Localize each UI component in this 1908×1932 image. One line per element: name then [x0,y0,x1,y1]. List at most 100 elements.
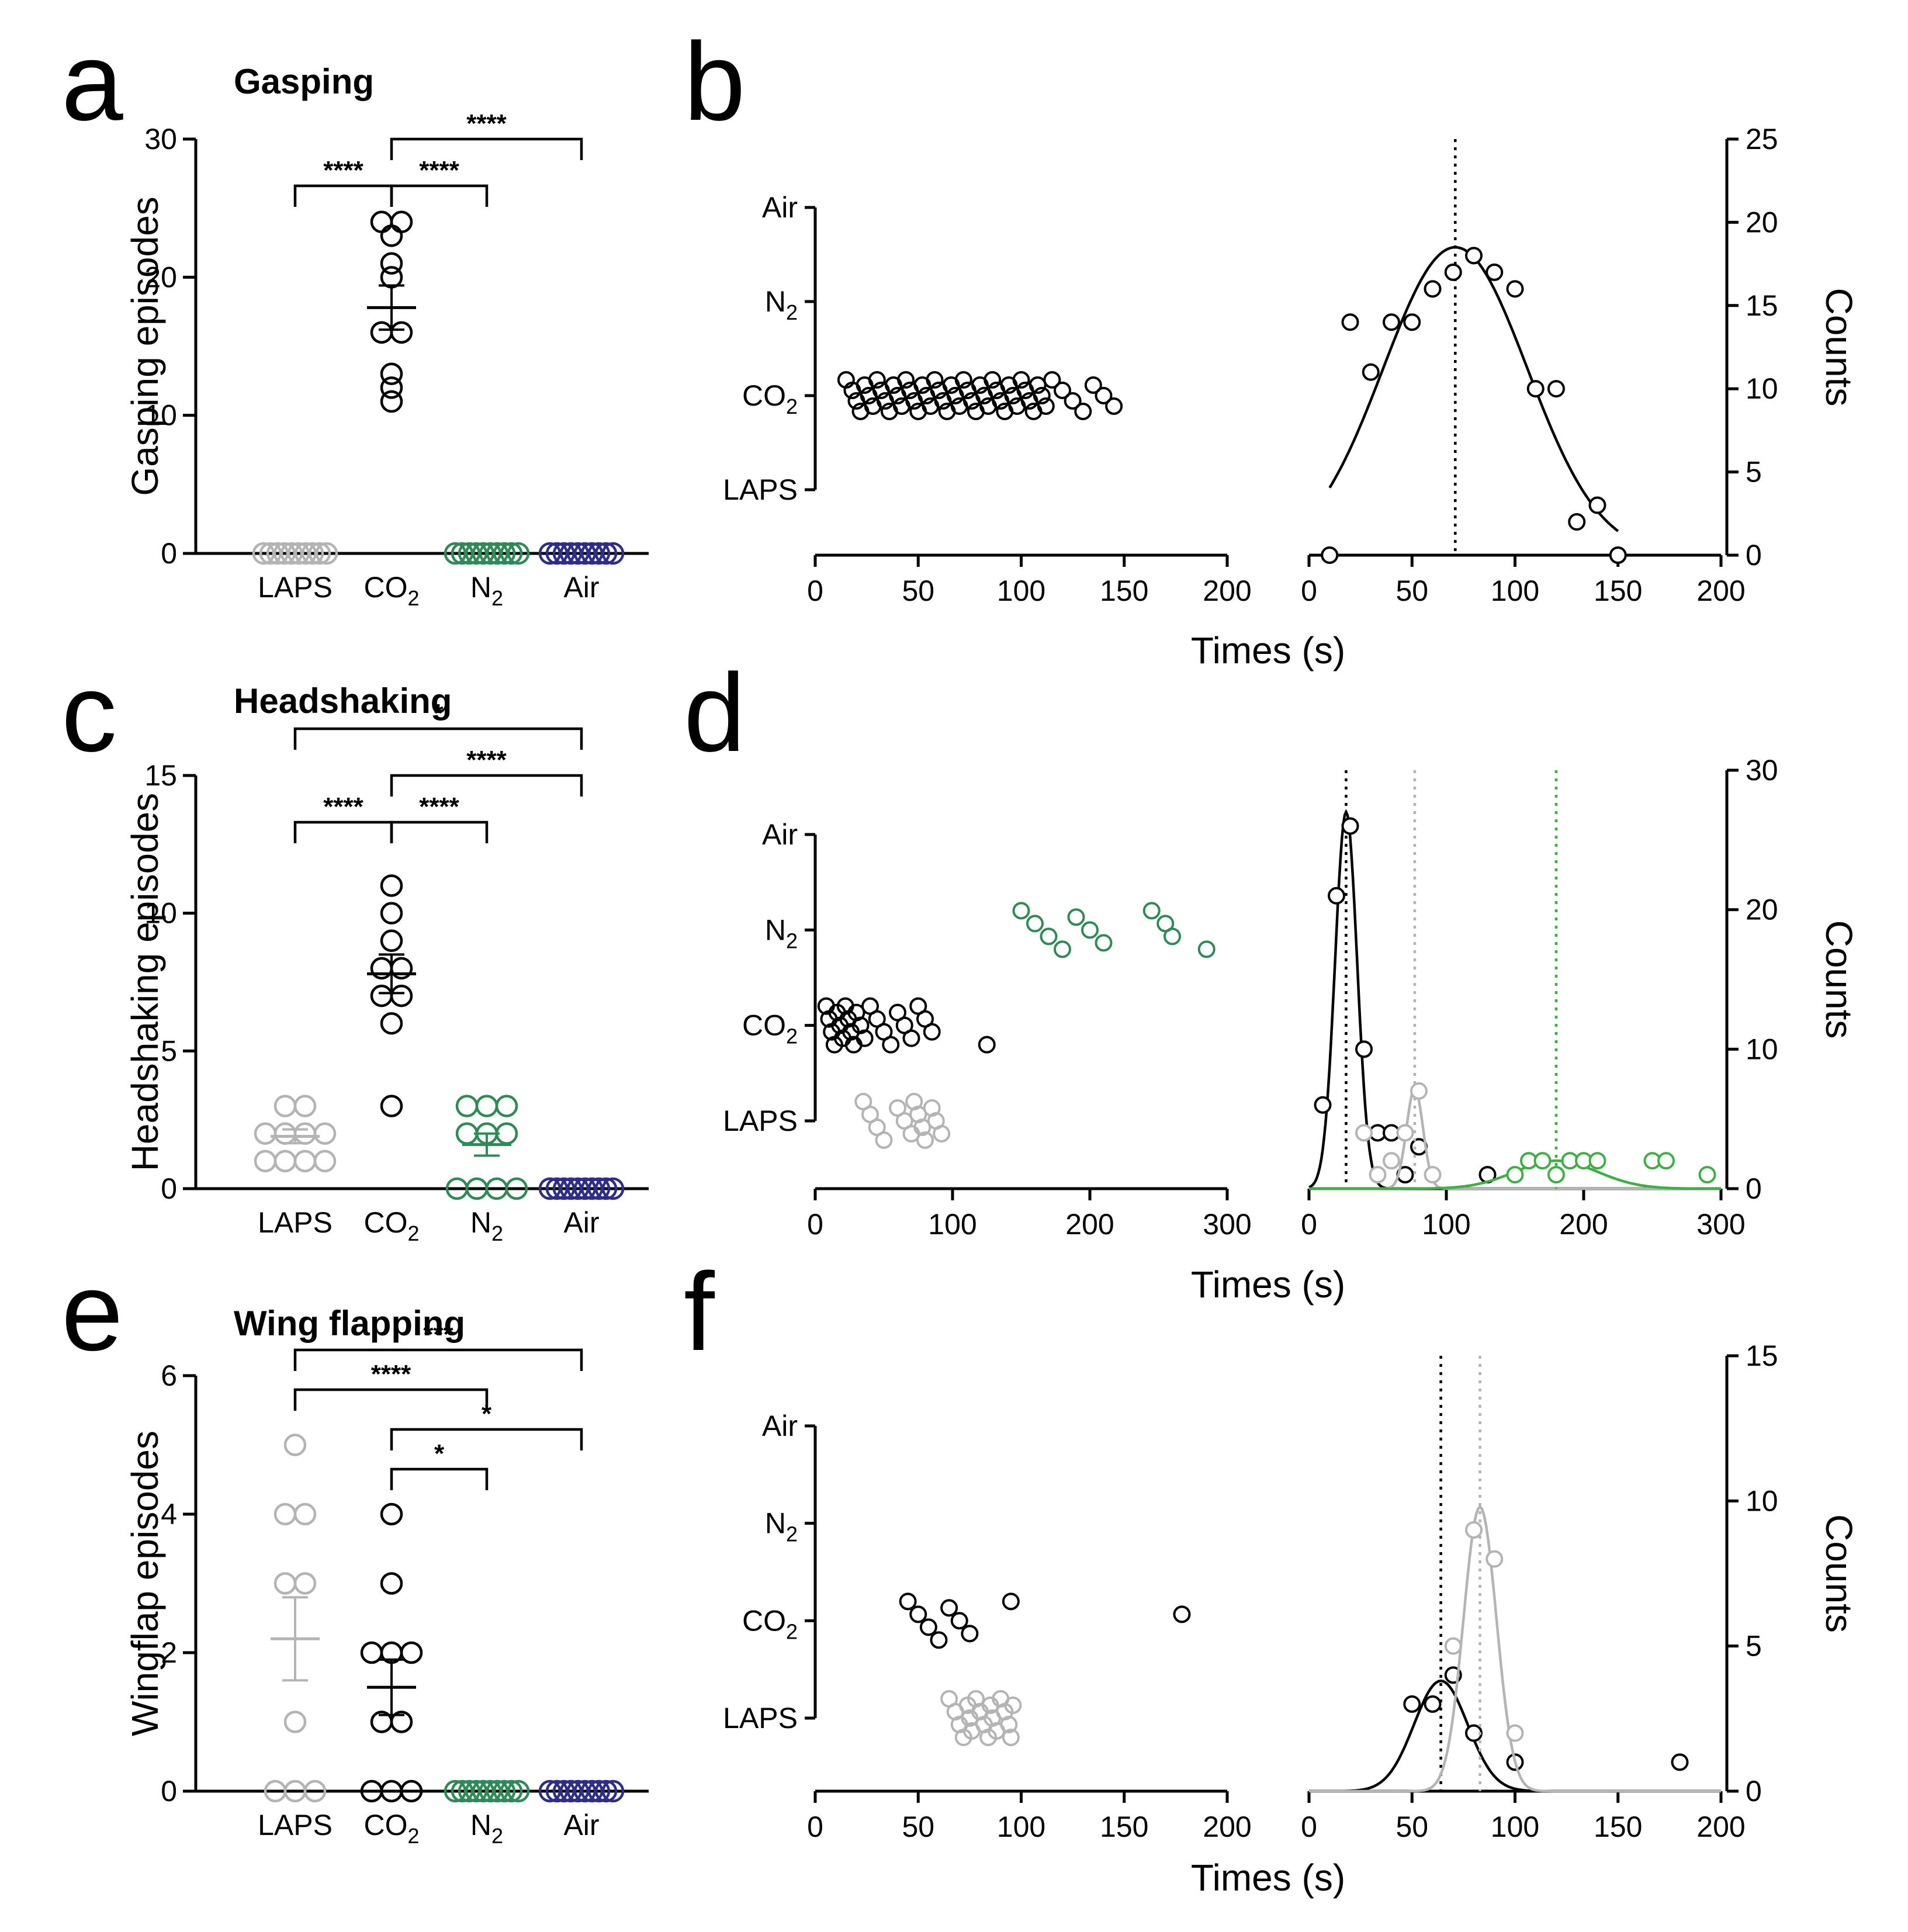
raster-x-tick-label: 200 [1065,1208,1114,1241]
raster-row-co2 [837,371,1123,420]
raster-point [899,1592,917,1611]
hist-point [1328,887,1345,905]
axis-lines [194,139,649,555]
raster-point [1012,902,1030,920]
y-axis-label: Headshaking episodes [124,793,166,1172]
significance-label: **** [323,156,363,185]
data-point [587,1177,611,1200]
y-tick-label: 2 [161,1636,177,1669]
raster-point [1004,1696,1022,1714]
y-axis-label: Gasping episodes [124,196,166,496]
data-point [380,1572,403,1595]
hist-x-tick-label: 150 [1594,574,1642,607]
series-air [538,1779,625,1803]
raster-point [1026,915,1044,933]
raster-point [902,1029,920,1047]
raster-row-label-co2: CO2 [742,1604,798,1643]
hist-point [1485,1550,1504,1568]
hist-point [1403,1695,1421,1713]
hist-y-axis-label: Counts [1818,1514,1860,1633]
significance-label: **** [466,109,507,138]
panel-label-a: a [61,20,123,144]
significance-label: **** [323,792,363,821]
data-point [601,1177,625,1200]
category-label-laps: LAPS [258,571,333,604]
hist-y-tick-label: 0 [1746,1172,1762,1205]
raster-point [1095,387,1113,404]
y-tick-label: 0 [161,1172,177,1205]
data-point [594,1779,618,1803]
data-point [293,1572,317,1595]
raster-point [1084,376,1102,394]
series-air [538,542,625,565]
category-label-n2: N2 [470,1206,503,1245]
data-point [273,1095,297,1117]
y-tick-label: 20 [144,261,177,293]
raster-x-tick-label: 50 [902,1810,934,1843]
series-n2 [444,1779,530,1803]
hist-point [1671,1753,1689,1771]
data-point [308,542,331,565]
raster-point [950,1612,968,1630]
data-point [507,1779,530,1803]
hist-x-tick-label: 200 [1696,574,1745,607]
raster-point [930,1631,948,1649]
data-point [493,1779,516,1803]
data-point [380,874,403,897]
raster-x-tick-label: 0 [807,1208,823,1241]
raster-point [1142,902,1161,920]
hist-x-tick-label: 50 [1395,574,1428,607]
series-co2 [360,1502,423,1803]
data-point [301,542,324,565]
data-point [455,1095,479,1117]
category-label-laps: LAPS [258,1809,333,1841]
panel-title-wing-flapping: Wing flapping [234,1304,465,1343]
raster-x-tick-label: 50 [902,574,934,607]
data-point [455,1122,479,1145]
panel-label-f: f [684,1250,715,1374]
category-label-air: Air [563,1206,599,1239]
hist-y-tick-label: 15 [1746,289,1778,322]
category-label-laps: LAPS [258,1206,333,1239]
panel-title-gasping: Gasping [234,62,374,101]
raster-row-laps [940,1690,1022,1746]
data-point [380,252,403,275]
raster-x-tick-label: 150 [1100,574,1148,607]
x-axis-label-b: Times (s) [1191,629,1345,671]
panel-label-d: d [684,651,746,775]
series-laps [254,1095,337,1173]
hist-point [1424,280,1442,298]
data-point [293,1149,317,1173]
series-n2 [444,542,530,565]
raster-point [1081,921,1099,939]
significance-bracket [390,1428,583,1450]
raster-row-label-laps: LAPS [723,1702,798,1734]
raster-x-tick-label: 200 [1203,1810,1251,1843]
hist-point [1355,1040,1373,1058]
hist-point [1321,546,1339,564]
hist-point [1547,380,1565,398]
significance-label: **** [419,156,459,185]
raster-point [1000,1716,1018,1733]
data-point [315,542,338,565]
raster-point [1002,1729,1020,1746]
raster-row-label-air: Air [762,818,798,851]
raster-point [933,1125,951,1142]
hist-x-tick-label: 200 [1696,1810,1745,1843]
raster-point [897,371,915,389]
data-point [380,266,403,289]
hist-y-tick-label: 20 [1746,206,1778,238]
raster-point [909,1605,927,1623]
y-tick-label: 5 [161,1034,177,1067]
hist-point [1424,1695,1442,1713]
data-point [293,1122,317,1145]
y-tick-label: 10 [144,399,177,432]
hist-x-tick-label: 100 [1491,1810,1539,1843]
raster-row-label-n2: N2 [765,913,798,953]
data-point [360,1641,383,1664]
hist-point [1396,1124,1414,1142]
raster-point [1173,1605,1191,1623]
hist-series-n2 [1309,770,1721,1190]
